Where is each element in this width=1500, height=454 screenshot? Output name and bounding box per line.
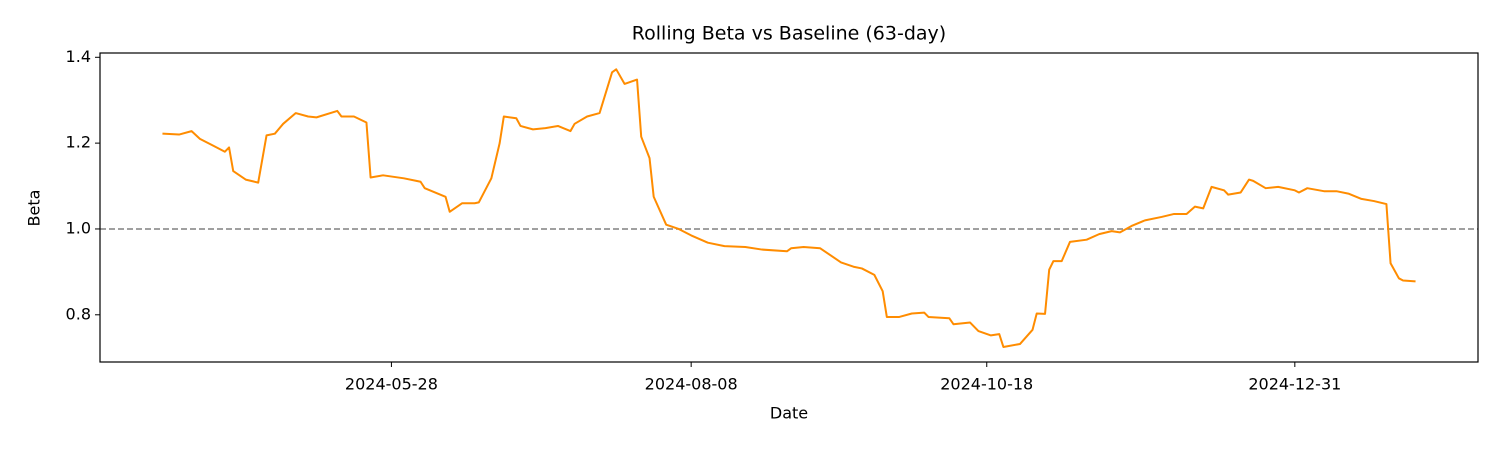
x-tick-label: 2024-10-18 [940, 375, 1033, 394]
y-axis-label: Beta [25, 190, 44, 227]
y-tick-label: 1.0 [66, 218, 91, 237]
x-axis-label: Date [770, 404, 808, 423]
y-tick-label: 1.4 [66, 47, 91, 66]
y-tick-label: 1.2 [66, 133, 91, 152]
chart-title: Rolling Beta vs Baseline (63-day) [632, 23, 946, 45]
plot-frame [99, 52, 1479, 363]
x-tick-label: 2024-05-28 [345, 375, 438, 394]
y-tick-label: 0.8 [66, 304, 91, 323]
line-series [162, 68, 1416, 348]
x-tick-label: 2024-08-08 [645, 375, 738, 394]
x-tick-label: 2024-12-31 [1248, 375, 1341, 394]
